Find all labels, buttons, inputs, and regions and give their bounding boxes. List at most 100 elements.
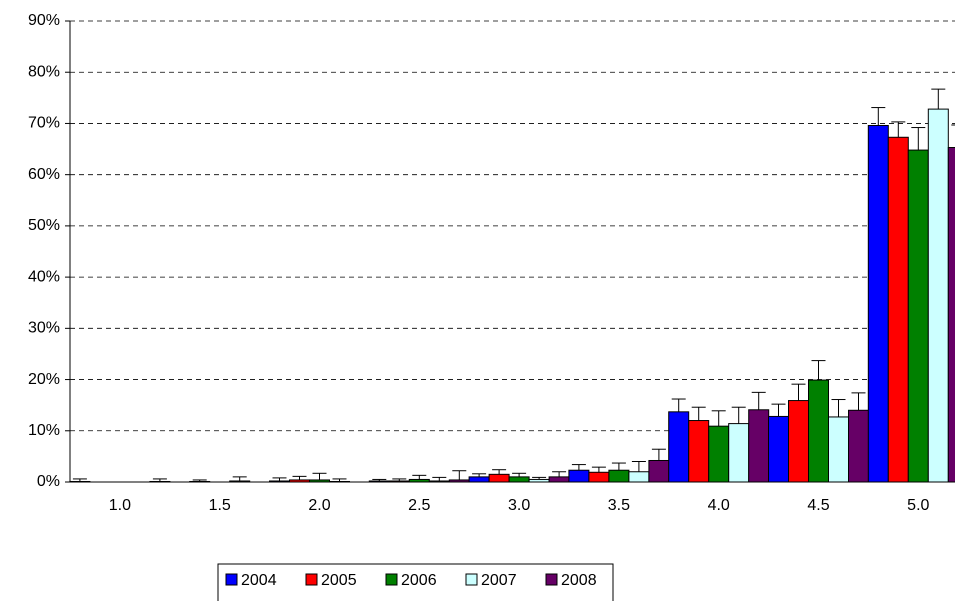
error-bar (951, 124, 955, 126)
error-bar (452, 470, 467, 480)
x-tick-label: 1.0 (109, 497, 131, 514)
error-bar (691, 406, 706, 421)
bar (887, 136, 909, 483)
y-tick-label: 60% (28, 166, 60, 183)
error-bar (931, 88, 946, 110)
bar (688, 420, 710, 483)
error-bar (432, 476, 447, 481)
y-tick-label: 10% (28, 422, 60, 439)
bar (788, 400, 809, 483)
bar (708, 425, 730, 483)
bar (508, 476, 530, 483)
error-bar (152, 478, 167, 482)
bar (628, 471, 650, 483)
legend-label: 2005 (321, 572, 357, 589)
error-bar (771, 403, 786, 417)
error-bar (751, 391, 766, 410)
bar (588, 471, 610, 483)
error-bar (831, 399, 846, 417)
bar (748, 409, 770, 483)
legend-label: 2004 (241, 572, 277, 589)
error-bar (292, 475, 307, 480)
bar (568, 469, 590, 483)
legend-swatch (465, 573, 478, 586)
error-bar (332, 478, 347, 482)
bar (468, 476, 490, 483)
x-tick-label: 4.5 (807, 497, 829, 514)
error-bar (591, 466, 606, 473)
error-bar (412, 474, 427, 480)
legend-label: 2007 (481, 572, 517, 589)
x-tick-label: 5.0 (907, 497, 929, 514)
bar (309, 479, 330, 483)
legend-swatch (225, 573, 238, 586)
bar (289, 479, 310, 483)
error-bar (312, 472, 327, 480)
legend-box (217, 563, 614, 601)
bar (648, 459, 670, 483)
bar (927, 108, 949, 483)
bar (229, 480, 251, 483)
error-bar (911, 127, 926, 151)
legend-label: 2006 (401, 572, 437, 589)
y-tick-label: 70% (28, 115, 60, 132)
y-tick-label: 40% (28, 268, 60, 285)
y-tick-label: 80% (28, 63, 60, 80)
bar (548, 476, 570, 483)
error-bar (472, 473, 487, 477)
bar (488, 473, 510, 483)
error-bar (571, 464, 586, 471)
x-tick-label: 3.5 (608, 497, 630, 514)
error-bar (392, 478, 407, 481)
error-bar (891, 121, 906, 138)
bar (808, 379, 829, 483)
bar (828, 416, 849, 483)
bar (269, 480, 290, 483)
bar (848, 409, 869, 483)
bar (728, 423, 750, 483)
error-bar (631, 461, 646, 472)
bar (149, 480, 171, 483)
error-bar (532, 476, 547, 480)
x-tick-label: 2.5 (408, 497, 430, 514)
bar (408, 478, 430, 483)
bar (368, 480, 390, 483)
x-tick-label: 3.0 (508, 497, 530, 514)
legend-swatch (305, 573, 318, 586)
bar (867, 124, 889, 483)
x-tick-label: 2.0 (308, 497, 330, 514)
error-bar (232, 476, 247, 481)
y-tick-label: 90% (28, 12, 60, 29)
y-tick-label: 30% (28, 320, 60, 337)
error-bar (611, 462, 626, 471)
bar (388, 480, 410, 483)
bar (69, 480, 91, 483)
y-tick-label: 50% (28, 217, 60, 234)
error-bar (711, 410, 726, 427)
error-bar (512, 472, 527, 477)
error-bar (651, 448, 666, 461)
error-bar (671, 398, 686, 412)
bar (448, 479, 470, 483)
error-bar (492, 469, 507, 475)
error-bar (731, 406, 746, 424)
error-bar (372, 478, 387, 481)
error-bar (552, 471, 567, 477)
bar (329, 480, 350, 483)
bar (907, 149, 929, 483)
legend-label: 2008 (561, 572, 597, 589)
bar (608, 469, 630, 483)
bar (189, 480, 211, 483)
error-bar (791, 383, 806, 401)
error-bar (871, 107, 886, 126)
bar (768, 415, 789, 483)
x-tick-label: 1.5 (209, 497, 231, 514)
error-bar (811, 360, 826, 381)
bar (428, 480, 450, 483)
bar (528, 478, 550, 483)
y-tick-label: 0% (37, 473, 60, 490)
legend-swatch (545, 573, 558, 586)
legend-swatch (385, 573, 398, 586)
error-bar (272, 477, 287, 481)
